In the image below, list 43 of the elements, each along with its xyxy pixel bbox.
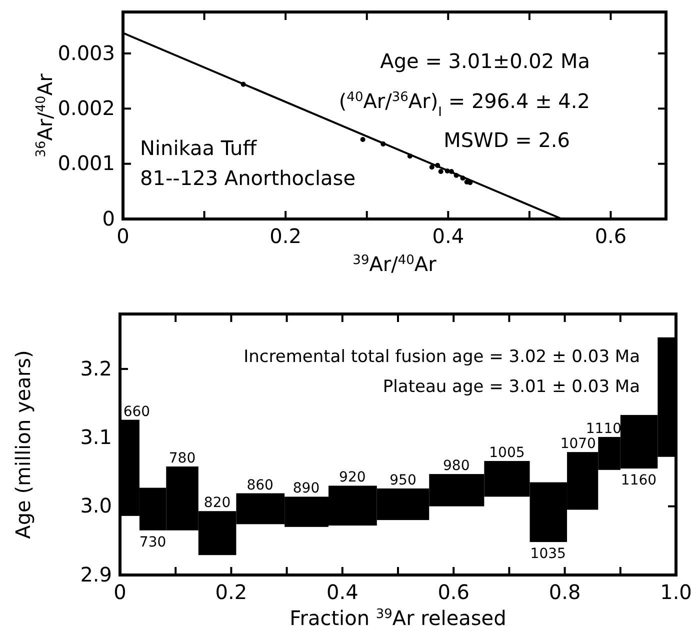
annotation: 780 [168, 450, 196, 466]
annotation: MSWD = 2.6 [444, 128, 570, 152]
x-tick-label: 1.0 [660, 580, 691, 604]
annotation: Plateau age = 3.01 ± 0.03 Ma [382, 377, 640, 397]
annotation: 730 [139, 534, 166, 550]
x-axis-title: Fraction $^{39}$Ar released [290, 606, 506, 626]
x-tick-label: 0.2 [270, 224, 302, 248]
point [429, 164, 434, 170]
x-tick-label: 0.6 [594, 224, 627, 248]
annotation: Incremental total fusion age = 3.02 ± 0.03 Ma [244, 347, 640, 367]
x-tick-label: 0.4 [432, 224, 464, 248]
annotation: 980 [443, 458, 470, 474]
annotation: 920 [339, 470, 366, 486]
x-tick-label: 0.8 [548, 580, 581, 604]
y-tick-label: 3.2 [80, 356, 112, 380]
y-tick-label: 3.0 [80, 494, 112, 518]
y-tick-label: 3.1 [80, 425, 112, 450]
x-tick-label: 0.6 [438, 580, 470, 604]
y-tick-label: 0.003 [58, 40, 115, 65]
annotation: 1035 [530, 546, 566, 562]
annotation: ($^{40}$Ar/$^{36}$Ar)$_{I}$ = 296.4 ± 4.2 [338, 89, 590, 120]
annotation: 1110 [586, 420, 622, 437]
x-tick-label: 0.2 [215, 580, 248, 604]
annotation: Age = 3.01±0.02 Ma [380, 49, 590, 73]
annotation: 660 [123, 404, 150, 420]
x-tick-label: 0.4 [326, 580, 358, 604]
annotation: 860 [246, 477, 274, 494]
annotation: 950 [390, 472, 416, 488]
y-tick-label: 2.9 [80, 562, 112, 586]
annotation: 820 [204, 495, 231, 512]
y-tick-label: 0.002 [58, 96, 115, 120]
annotation: 1005 [489, 444, 525, 461]
x-axis-title: $^{39}$Ar/$^{40}$Ar [352, 252, 438, 276]
annotation: 890 [292, 480, 320, 497]
y-tick-label: 0 [102, 206, 115, 230]
y-axis-title: Age (million years) [11, 350, 35, 539]
point [360, 136, 366, 142]
annotation: 1070 [560, 436, 596, 452]
annotation: 81--123 Anorthoclase [140, 166, 356, 190]
point [438, 169, 444, 174]
annotation: Ninikaa Tuff [140, 136, 258, 160]
y-tick-label: 0.001 [58, 151, 115, 176]
annotation: 1160 [620, 472, 657, 489]
